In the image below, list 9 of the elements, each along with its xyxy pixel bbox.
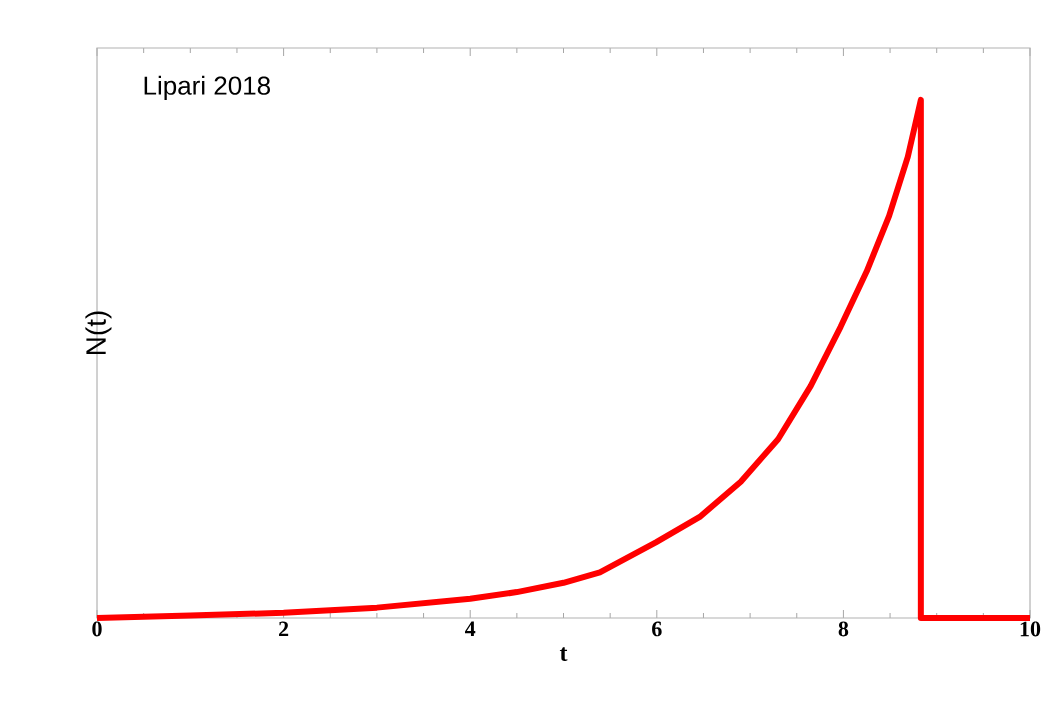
x-tick-label: 0 [92, 621, 102, 637]
x-tick-label: 10 [1020, 621, 1041, 637]
x-tick-label: 8 [838, 621, 849, 637]
x-tick-label: 4 [465, 621, 476, 637]
x-tick-label: 6 [652, 621, 662, 637]
x-axis-title: t [559, 647, 568, 661]
annotation: Lipari 2018 [144, 75, 270, 101]
x-tick-label: 2 [279, 621, 289, 637]
y-axis-title: N(t) [85, 311, 112, 355]
